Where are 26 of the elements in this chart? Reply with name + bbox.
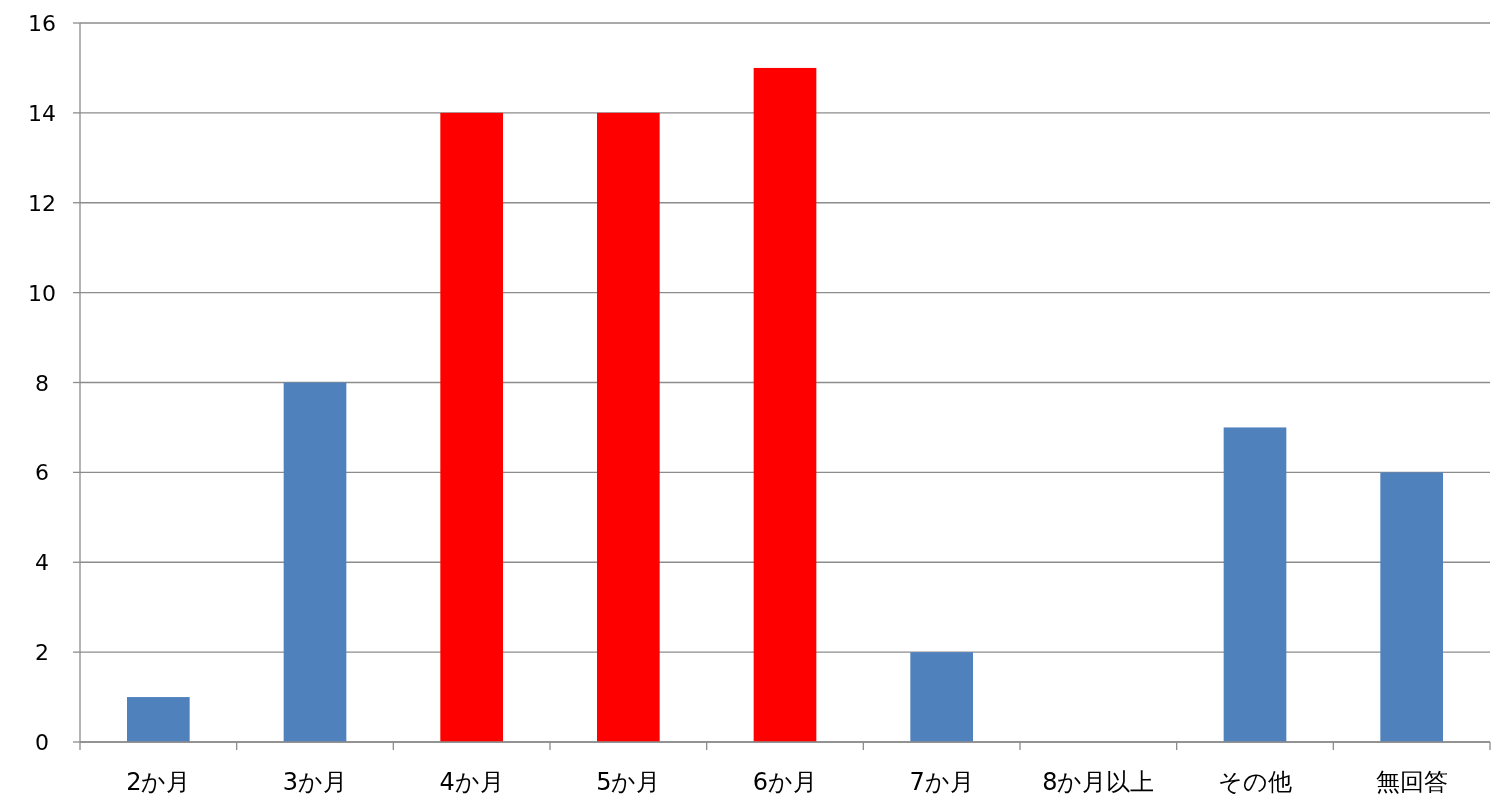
x-tick-label: 5か月 xyxy=(596,768,661,796)
bar xyxy=(1223,427,1287,742)
y-tick-label: 16 xyxy=(28,11,56,36)
x-tick-label: 3か月 xyxy=(282,768,348,796)
y-tick-label: 2 xyxy=(35,640,49,666)
bar xyxy=(910,652,973,742)
y-tick-label: 6 xyxy=(35,460,49,486)
y-tick-label: 0 xyxy=(35,730,49,755)
bar xyxy=(753,67,817,742)
x-tick-label: その他 xyxy=(1218,768,1292,796)
y-tick-label: 8 xyxy=(35,370,49,396)
bar xyxy=(127,697,190,742)
x-tick-label: 8か月以上 xyxy=(1042,768,1155,796)
x-tick-label: 無回答 xyxy=(1375,768,1448,796)
bar xyxy=(1380,472,1443,742)
y-tick-label: 12 xyxy=(28,190,56,216)
x-tick-label: 2か月 xyxy=(126,768,191,796)
x-tick-label: 4か月 xyxy=(439,768,504,796)
y-tick-label: 14 xyxy=(28,100,56,126)
x-tick-label: 7か月 xyxy=(909,768,974,796)
x-tick-label: 6か月 xyxy=(752,768,818,796)
bar xyxy=(440,112,503,742)
y-tick-label: 10 xyxy=(28,280,56,306)
y-tick-label: 4 xyxy=(35,550,49,576)
bar xyxy=(597,112,660,742)
bar xyxy=(283,382,347,742)
